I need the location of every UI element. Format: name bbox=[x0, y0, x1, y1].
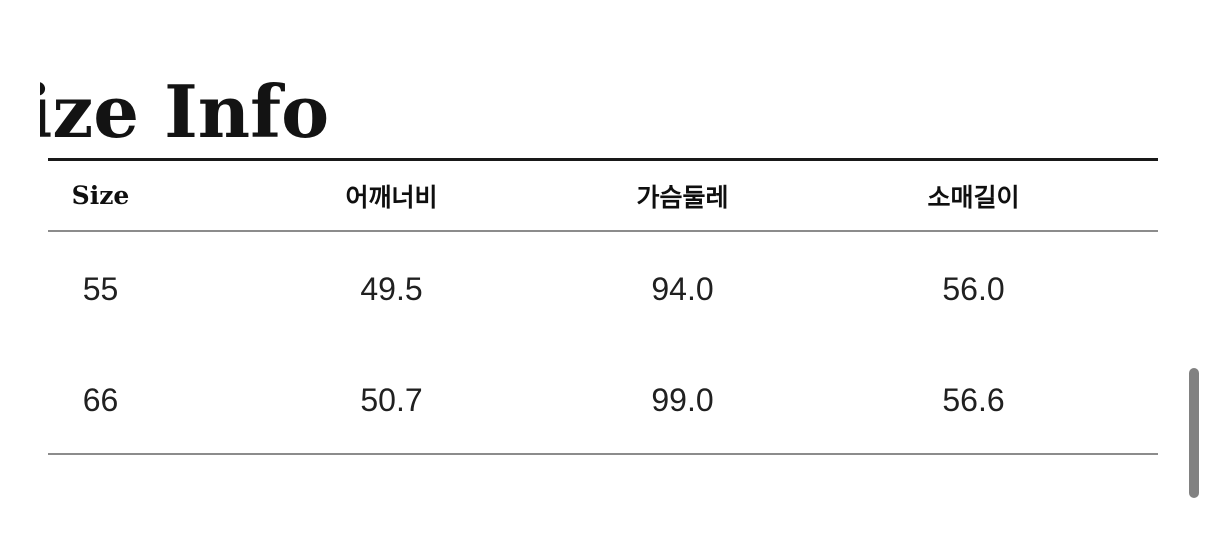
column-header-size: Size bbox=[71, 181, 130, 210]
header-row: Size 어깨너비 가슴둘레 소매길이 bbox=[0, 161, 1119, 230]
table-top-border bbox=[48, 158, 1158, 161]
table-row: 66 50.7 99.0 56.6 bbox=[0, 348, 1119, 453]
table-row: 55 49.5 94.0 56.0 bbox=[0, 230, 1119, 348]
section-title: Size Info bbox=[40, 76, 330, 154]
column-header-chest-circumference: 가슴둘레 bbox=[636, 182, 729, 212]
vertical-scrollbar-thumb[interactable] bbox=[1189, 368, 1199, 498]
header-bottom-border bbox=[48, 230, 1158, 232]
cell-size: 66 bbox=[82, 382, 119, 418]
cell-chest-circumference: 99.0 bbox=[651, 382, 714, 418]
cell-chest-circumference: 94.0 bbox=[651, 270, 714, 307]
size-table: Size 어깨너비 가슴둘레 소매길이 55 49.5 94.0 56.0 66… bbox=[0, 161, 1119, 453]
table-bottom-border bbox=[48, 453, 1158, 455]
cell-shoulder-width: 49.5 bbox=[360, 270, 423, 307]
cell-size: 55 bbox=[82, 270, 119, 307]
cell-sleeve-length: 56.0 bbox=[942, 270, 1005, 307]
cell-sleeve-length: 56.6 bbox=[942, 382, 1005, 418]
section-title-clip: Size Info bbox=[40, 76, 920, 156]
column-header-shoulder-width: 어깨너비 bbox=[345, 182, 438, 212]
cell-shoulder-width: 50.7 bbox=[360, 382, 423, 418]
column-header-sleeve-length: 소매길이 bbox=[927, 182, 1020, 212]
